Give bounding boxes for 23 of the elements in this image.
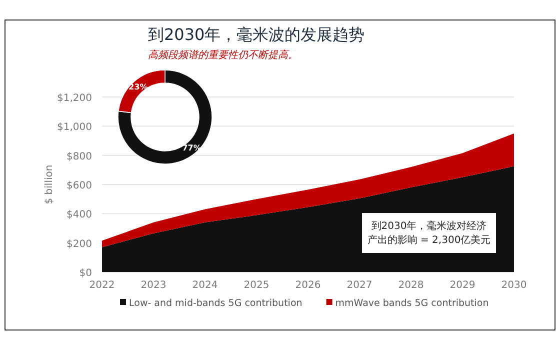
chart-subtitle: 高频段频谱的重要性仍不断提高。 — [148, 49, 298, 61]
x-tick-label: 2028 — [398, 280, 424, 291]
chart-title: 到2030年，毫米波的发展趋势 — [148, 25, 365, 44]
x-tick-label: 2024 — [192, 280, 218, 291]
annotation: 到2030年，毫米波对经济产出的影响 = 2,300亿美元 — [367, 220, 491, 246]
y-tick-label: $600 — [66, 180, 92, 192]
x-tick-label: 2022 — [89, 280, 115, 291]
y-tick-label: $0 — [79, 268, 92, 279]
y-tick-label: $1,200 — [57, 93, 92, 104]
donut-slice — [118, 70, 212, 164]
y-axis-title: $ billion — [44, 164, 55, 204]
y-tick-label: $800 — [66, 151, 92, 162]
y-tick-label: $400 — [66, 210, 92, 221]
x-tick-label: 2027 — [346, 280, 372, 291]
legend-label: Low- and mid-bands 5G contribution — [129, 298, 302, 309]
x-tick-label: 2029 — [450, 280, 476, 291]
x-tick-label: 2030 — [501, 280, 527, 291]
x-tick-label: 2026 — [295, 280, 321, 291]
y-tick-label: $200 — [66, 238, 92, 250]
legend-label: mmWave bands 5G contribution — [335, 298, 489, 309]
x-tick-label: 2023 — [140, 280, 166, 291]
x-tick-label: 2025 — [244, 280, 270, 291]
y-tick-label: $1,000 — [57, 122, 92, 134]
